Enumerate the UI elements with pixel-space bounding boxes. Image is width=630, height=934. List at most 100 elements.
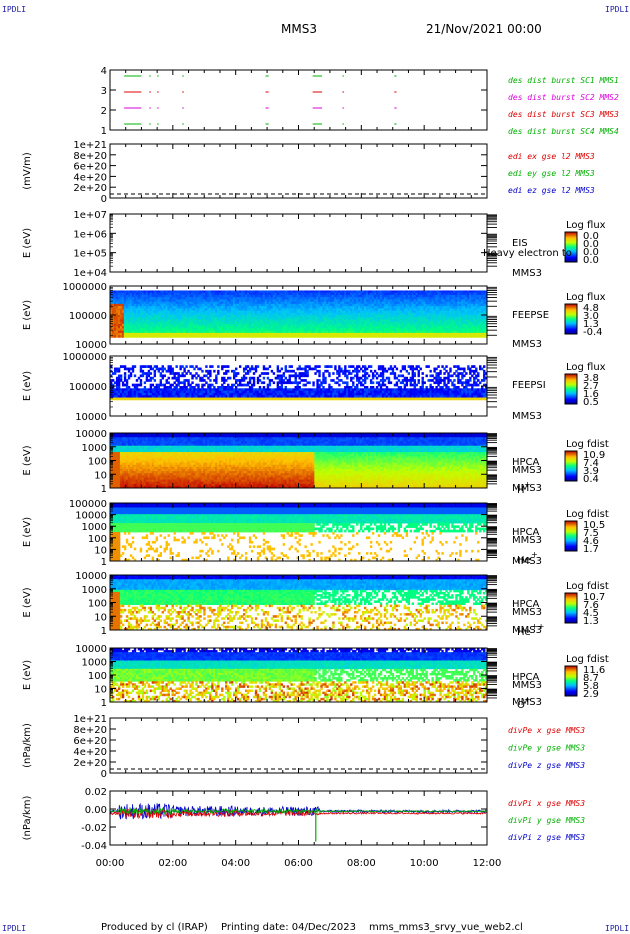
panel-feepsi-cell: [211, 384, 213, 387]
panel-feepsi-cell: [193, 386, 195, 389]
panel-burst-frame: [110, 70, 487, 130]
panel-feepsi-cell: [164, 384, 166, 387]
panel-efield-legend-item: edi ex gse l2 MMS3: [508, 152, 595, 161]
panel-feepsi-cell: [205, 374, 207, 377]
panel-feepsi-cell: [211, 365, 213, 368]
panel-feepsi-cell: [164, 374, 166, 377]
panel-feepsi-cell: [160, 381, 162, 384]
panel-efield-legend-item: edi ez gse l2 MMS3: [508, 186, 595, 195]
panel-eis-colorbar-title: Log flux: [566, 220, 606, 231]
panel-eis-colorbar-tick: 0.0: [583, 255, 599, 266]
panel-feepsi-cell: [193, 368, 195, 371]
date-title: 21/Nov/2021 00:00: [426, 22, 542, 36]
panel-feepse-ytick-label: 100000: [69, 311, 107, 322]
panel-feepsi-cell: [150, 379, 152, 382]
panel-feepse-ytick-label: 10000: [75, 340, 107, 351]
panel-feepsi-cell: [189, 372, 191, 375]
panel-feepsi-cell: [213, 370, 215, 373]
panel-feepsi-cell: [197, 384, 199, 387]
panel-feepsi-cell: [195, 372, 197, 375]
panel-efield-frame: [110, 144, 487, 198]
panel-feepsi-cell: [140, 368, 142, 371]
panel-feepsi-cell: [136, 379, 138, 382]
panel-feepsi-cell: [183, 368, 185, 371]
panel-burst-ytick-label: 1: [101, 126, 107, 137]
panel-feepsi-cell: [197, 386, 199, 389]
panel-burst: 4 3 2 1 des dist burst SC1 MMS1 des dist burs…: [101, 66, 619, 137]
panel-feepsi-cell: [162, 377, 164, 380]
panel-feepsi-cell: [201, 370, 203, 373]
panel-feepsi-cell: [128, 377, 130, 380]
panel-feepsi-cell: [183, 374, 185, 377]
panel-feepsi-cell: [189, 384, 191, 387]
panel-efield-ytick-label: 2e+20: [73, 183, 107, 194]
panel-efield-ytick-label: 1e+21: [73, 140, 107, 151]
panel-feepsi-cell: [120, 374, 122, 377]
panel-feepsi-cell: [177, 384, 179, 387]
mission-title: MMS3: [281, 22, 317, 36]
panel-stack: 4 3 2 1 des dist burst SC1 MMS1 des dist burs…: [22, 66, 619, 852]
panel-feepsi-cell: [217, 372, 219, 375]
panel-feepsi-cell: [150, 372, 152, 375]
panel-feepsi-cell: [156, 365, 158, 368]
panel-feepsi-cell: [231, 386, 233, 389]
corner-label-bottom-right: IPDLI: [605, 924, 629, 933]
panel-feepsi-cell: [154, 372, 156, 375]
panel-feepsi-cell: [227, 365, 229, 368]
panel-eis-spacecraft-label: MMS3: [512, 268, 542, 279]
panel-burst-legend-item: des dist burst SC1 MMS1: [508, 76, 619, 85]
panel-efield-ytick-label: 8e+20: [73, 151, 107, 162]
mms3-summary-plot: IPDLI IPDLI IPDLI IPDLI MMS3 21/Nov/2021…: [0, 0, 630, 934]
panel-feepse-colorbar: [565, 304, 577, 334]
panel-feepse-colorbar-tick: -0.4: [583, 327, 603, 338]
panel-feepsi-cell: [215, 377, 217, 380]
panel-feepse-ylabel: E (eV): [22, 300, 33, 330]
panel-feepsi-cell: [118, 368, 120, 371]
panel-burst-legend-item: des dist burst SC2 MMS2: [508, 93, 619, 102]
panel-efield-ytick-label: 6e+20: [73, 162, 107, 173]
panel-feepsi-cell: [213, 386, 215, 389]
panel-feepsi-cell: [175, 365, 177, 368]
panel-eis-ylabel: E (eV): [22, 228, 33, 258]
panel-feepsi-cell: [170, 365, 172, 368]
panel-feepsi-cell: [175, 386, 177, 389]
panel-burst-ytick-label: 2: [101, 106, 107, 117]
panel-feepsi-cell: [118, 386, 120, 389]
panel-feepsi-cell: [132, 368, 134, 371]
panel-feepsi-cell: [168, 381, 170, 384]
panel-feepsi-cell: [209, 379, 211, 382]
panel-feepsi-cell: [209, 374, 211, 377]
panel-feepsi-cell: [148, 374, 150, 377]
panel-feepsi-cell: [197, 374, 199, 377]
panel-feepsi-cell: [215, 381, 217, 384]
panel-efield-legend-item: edi ey gse l2 MMS3: [508, 169, 595, 178]
panel-feepsi-cell: [168, 377, 170, 380]
corner-label-top-left: IPDLI: [2, 5, 26, 14]
panel-feepsi-cell: [221, 384, 223, 387]
panel-feepsi-cell: [205, 365, 207, 368]
panel-feepsi-cell: [193, 374, 195, 377]
panel-burst-legend-item: des dist burst SC4 MMS4: [508, 127, 619, 136]
panel-feepsi-cell: [185, 365, 187, 368]
panel-feepsi-cell: [134, 365, 136, 368]
panel-feepsi-cell: [227, 384, 229, 387]
panel-feepsi-cell: [128, 386, 130, 389]
panel-feepsi-cell: [233, 377, 235, 380]
panel-feepsi-cell: [146, 377, 148, 380]
panel-feepsi-cell: [120, 377, 122, 380]
panel-feepsi-cell: [179, 368, 181, 371]
panel-burst-ytick-label: 4: [101, 66, 107, 77]
panel-feepsi-cell: [136, 386, 138, 389]
panel-feepsi-cell: [154, 379, 156, 382]
panel-feepsi-cell: [227, 370, 229, 373]
panel-feepse-instrument-label: FEEPSE: [512, 310, 549, 321]
panel-feepsi-cell: [154, 374, 156, 377]
panel-burst-legend-item: des dist burst SC3 MMS3: [508, 110, 619, 119]
panel-eis-extra-label: Heavy electron to: [483, 248, 572, 259]
panel-feepsi-cell: [181, 365, 183, 368]
panel-feepsi-cell: [201, 386, 203, 389]
panel-feepsi-cell: [191, 377, 193, 380]
panel-efield-ytick-label: 0: [101, 194, 107, 205]
panel-burst-ytick-label: 3: [101, 86, 107, 97]
